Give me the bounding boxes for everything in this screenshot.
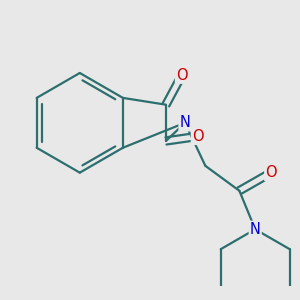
Text: N: N <box>180 115 190 130</box>
Text: O: O <box>265 165 277 180</box>
Text: O: O <box>192 129 203 144</box>
Text: O: O <box>176 68 188 83</box>
Text: N: N <box>250 222 261 237</box>
